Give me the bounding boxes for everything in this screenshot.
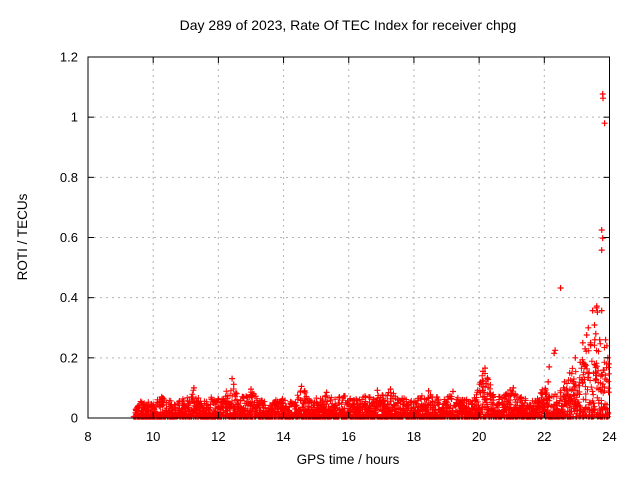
outlier-data-points bbox=[190, 91, 612, 396]
y-tick-label: 0.6 bbox=[60, 230, 78, 245]
axes bbox=[87, 56, 610, 419]
x-tick-label: 16 bbox=[342, 429, 356, 444]
x-tick-label: 12 bbox=[211, 429, 225, 444]
x-tick-label: 20 bbox=[472, 429, 486, 444]
y-tick-label: 0.4 bbox=[60, 290, 78, 305]
y-tick-label: 1.2 bbox=[60, 50, 78, 65]
y-tick-label: 1 bbox=[71, 110, 78, 125]
x-tick-label: 22 bbox=[537, 429, 551, 444]
chart-title: Day 289 of 2023, Rate Of TEC Index for r… bbox=[180, 17, 517, 33]
x-tick-label: 18 bbox=[407, 429, 421, 444]
x-tick-label: 14 bbox=[276, 429, 290, 444]
scatter-points bbox=[130, 91, 612, 420]
grid-lines bbox=[88, 57, 610, 418]
y-axis-label: ROTI / TECUs bbox=[15, 193, 30, 280]
y-tick-label: 0 bbox=[71, 411, 78, 426]
x-axis-label: GPS time / hours bbox=[297, 452, 400, 467]
band-data-points bbox=[130, 340, 612, 420]
y-tick-label: 0.2 bbox=[60, 350, 78, 365]
tick-labels: 8 10 12 14 16 18 20 22 24 0 0.2 0.4 0.6 0.8 1 1.2 bbox=[60, 50, 617, 445]
x-tick-label: 10 bbox=[146, 429, 160, 444]
x-tick-label: 24 bbox=[602, 429, 616, 444]
x-tick-label: 8 bbox=[84, 429, 91, 444]
y-tick-label: 0.8 bbox=[60, 170, 78, 185]
